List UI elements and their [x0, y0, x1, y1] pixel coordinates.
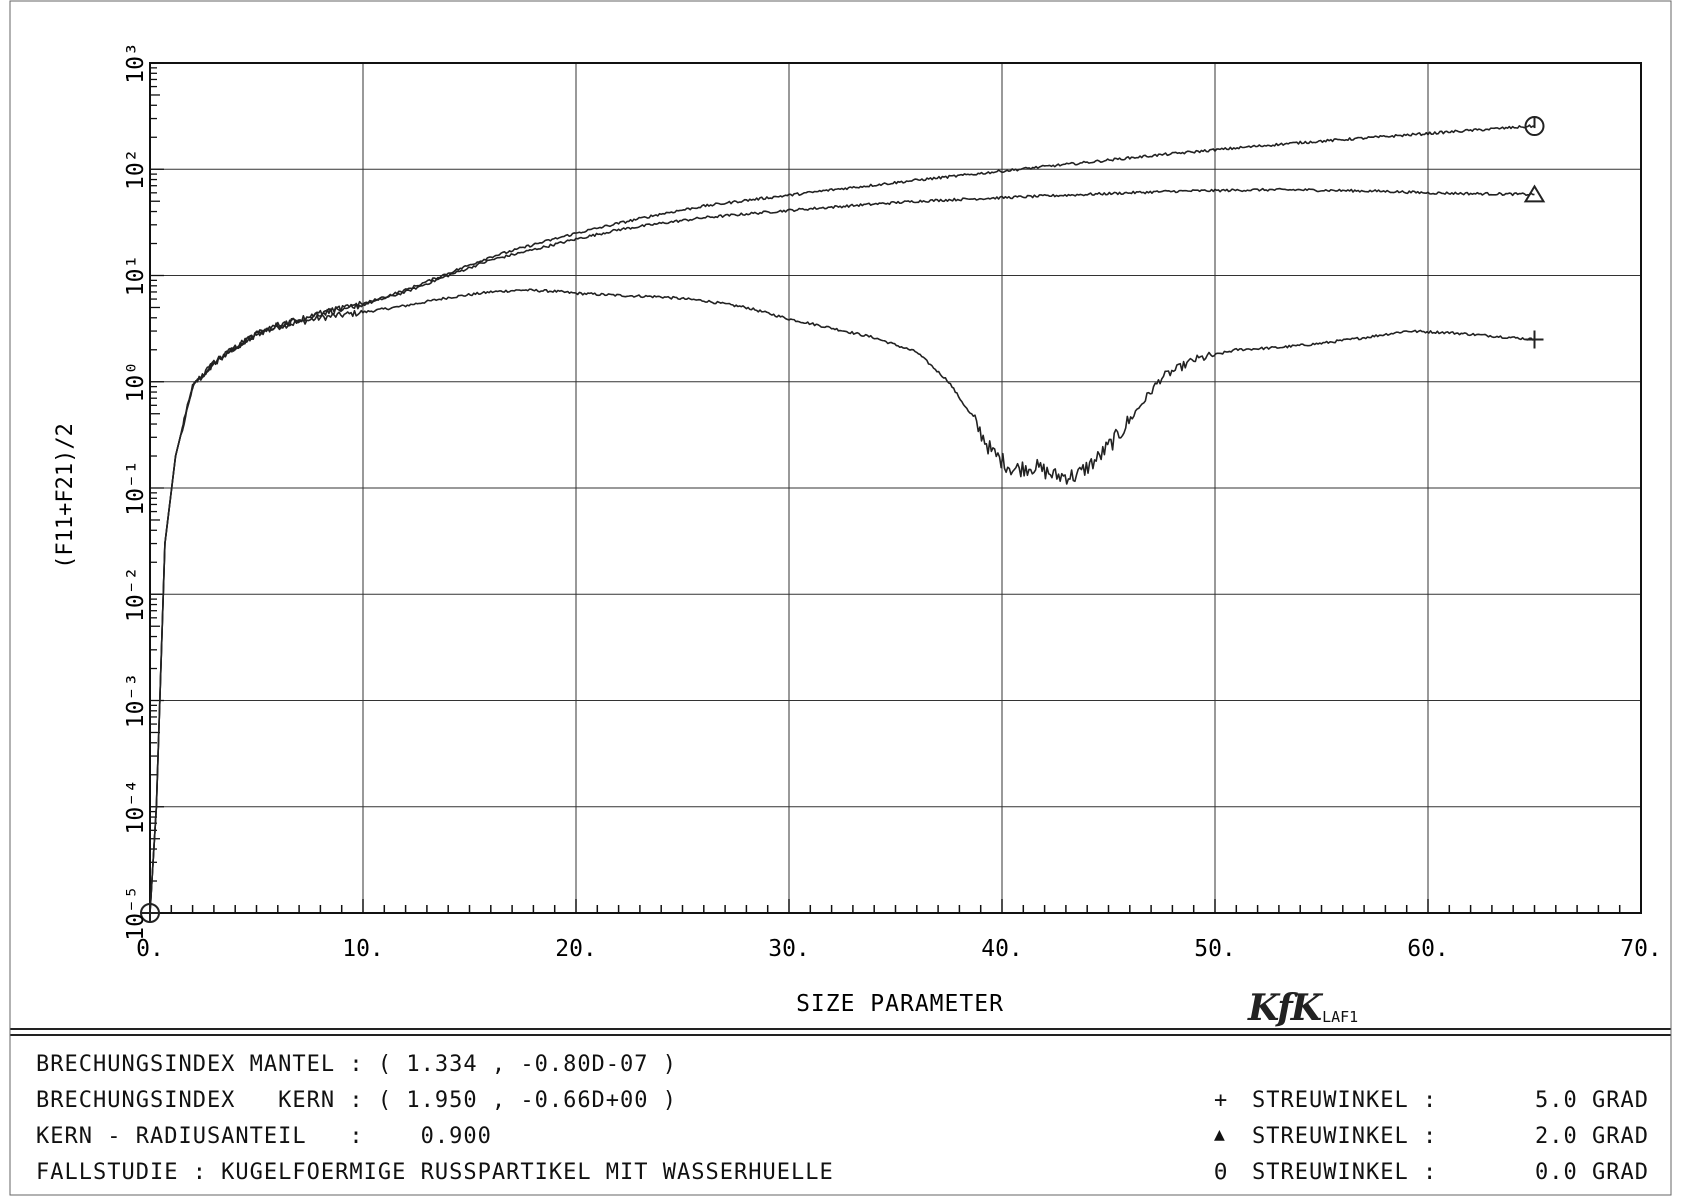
- legend-label: STREUWINKEL :: [1252, 1160, 1438, 1185]
- x-tick-label: 40.: [981, 936, 1023, 962]
- page-border: [9, 0, 1672, 1196]
- y-tick-label: 10⁻³: [123, 673, 149, 728]
- x-tick-label: 30.: [768, 936, 810, 962]
- y-tick-label: 10⁰: [123, 361, 149, 403]
- footer-line-radius: KERN - RADIUSANTEIL : 0.900: [36, 1124, 492, 1149]
- legend-value: 0.0 GRAD: [1535, 1160, 1649, 1185]
- x-tick-label: 0.: [136, 936, 164, 962]
- tick-labels: 0. 10. 20. 30. 40. 50. 60. 70. 10⁻⁵ 10⁻⁴ 10⁻³ 10⁻² 1…: [123, 42, 1662, 962]
- y-tick-label: 10²: [123, 148, 149, 190]
- logo-mark: KfK: [1248, 987, 1322, 1029]
- legend-value: 2.0 GRAD: [1535, 1124, 1649, 1149]
- footer-line-mantel: BRECHUNGSINDEX MANTEL : ( 1.334 , -0.80D…: [36, 1052, 678, 1077]
- legend-value: 5.0 GRAD: [1535, 1088, 1649, 1113]
- y-tick-label: 10¹: [123, 255, 149, 297]
- series-lines: [149, 124, 1535, 914]
- series-markers: [140, 116, 1546, 923]
- x-tick-label: 20.: [555, 936, 597, 962]
- legend-symbol-triangle-icon: ▲: [1214, 1124, 1226, 1145]
- kfk-logo: KfK LAF1: [1248, 987, 1359, 1029]
- y-tick-label: 10⁻⁵: [123, 885, 149, 940]
- footer-line-kern: BRECHUNGSINDEX KERN : ( 1.950 , -0.66D+0…: [36, 1088, 678, 1113]
- series-line-circle: [149, 124, 1535, 914]
- legend-symbol-plus-icon: +: [1214, 1088, 1229, 1113]
- series-line-triangle: [149, 187, 1535, 914]
- plus-marker-icon: [1525, 330, 1544, 349]
- series-line-+: [149, 288, 1535, 914]
- x-tick-label: 70.: [1620, 936, 1662, 962]
- x-axis-label: SIZE PARAMETER: [796, 991, 1004, 1017]
- logo-sub: LAF1: [1322, 1008, 1359, 1026]
- footer-divider: [10, 1028, 1671, 1036]
- ticks: [149, 62, 1642, 914]
- y-tick-label: 10⁻⁴: [123, 779, 149, 834]
- x-tick-label: 60.: [1407, 936, 1449, 962]
- origin-plus-marker-icon: [141, 904, 159, 922]
- y-tick-label: 10⁻¹: [123, 460, 149, 515]
- y-tick-label: 10³: [123, 42, 149, 84]
- y-tick-label: 10⁻²: [123, 567, 149, 622]
- legend-label: STREUWINKEL :: [1252, 1088, 1438, 1113]
- grid-lines: [150, 63, 1641, 913]
- legend-label: STREUWINKEL :: [1252, 1124, 1438, 1149]
- x-tick-label: 50.: [1194, 936, 1236, 962]
- footer-line-fallstudie: FALLSTUDIE : KUGELFOERMIGE RUSSPARTIKEL …: [36, 1160, 834, 1185]
- triangle-marker-icon: [1523, 184, 1546, 203]
- legend-symbol-circle-icon: Θ: [1214, 1160, 1229, 1185]
- y-axis-label: (F11+F21)/2: [53, 423, 78, 569]
- x-tick-label: 10.: [342, 936, 384, 962]
